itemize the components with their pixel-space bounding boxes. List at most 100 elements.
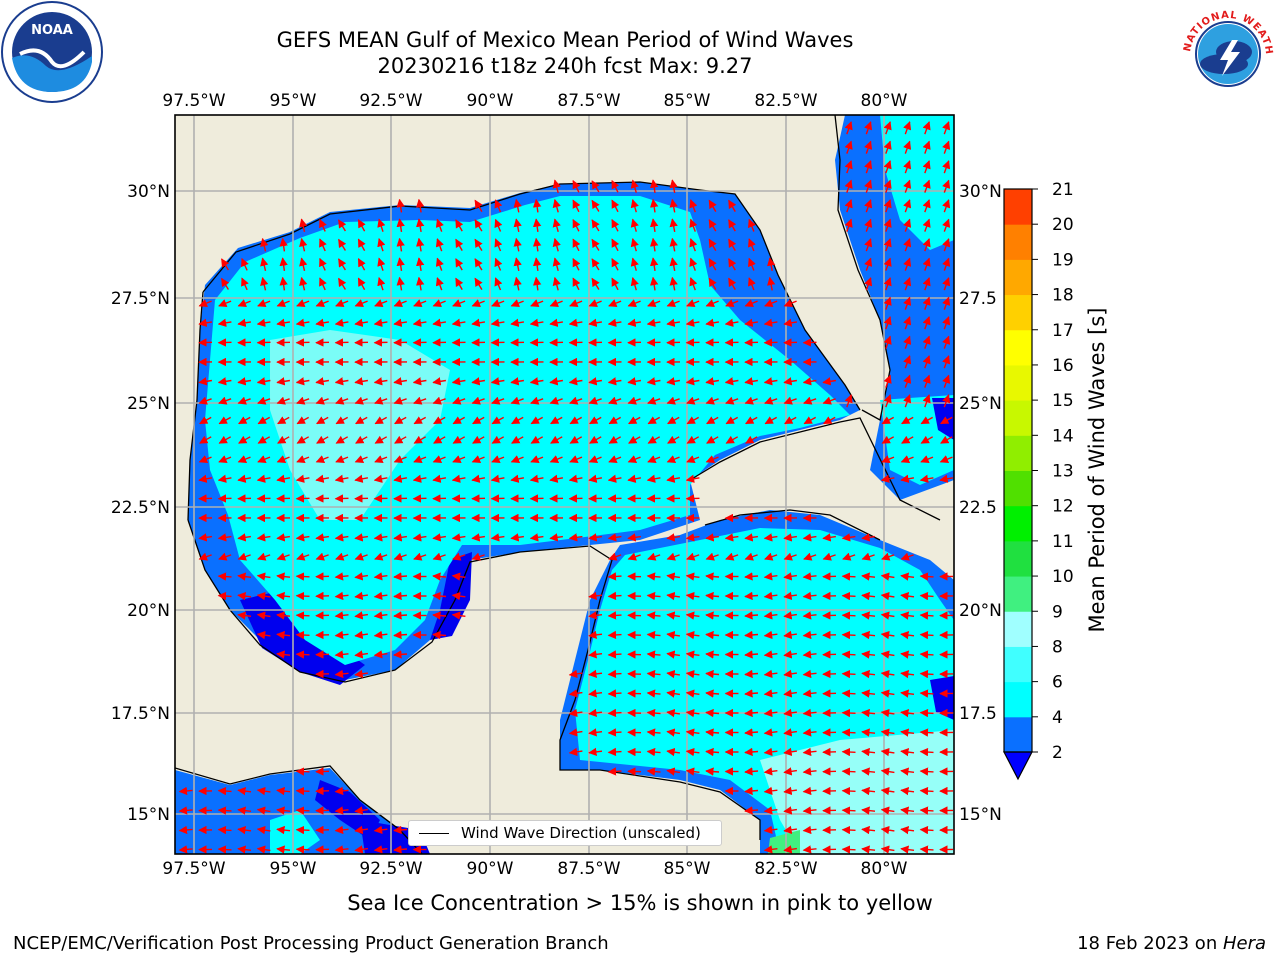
wave-direction-arrow	[552, 276, 561, 291]
wave-direction-arrow	[646, 650, 661, 659]
wave-direction-arrow	[666, 455, 680, 463]
wave-direction-arrow	[393, 455, 407, 463]
lon-tick-bottom: 97.5°W	[162, 859, 225, 879]
wave-direction-arrow	[532, 237, 542, 252]
wave-direction-arrow	[728, 219, 737, 232]
wave-direction-arrow	[783, 825, 797, 835]
wave-direction-arrow	[607, 474, 622, 483]
wave-direction-arrow	[412, 533, 427, 542]
wave-direction-arrow	[549, 318, 564, 327]
wave-direction-arrow	[942, 218, 951, 232]
wave-direction-arrow	[217, 377, 232, 386]
wave-direction-arrow	[198, 299, 212, 308]
wave-direction-arrow	[880, 669, 895, 679]
wave-direction-arrow	[491, 299, 505, 308]
wave-direction-arrow	[413, 435, 427, 444]
wave-direction-arrow	[608, 455, 622, 463]
wave-direction-arrow	[763, 377, 778, 386]
wave-direction-arrow	[276, 806, 291, 815]
wave-direction-arrow	[685, 318, 700, 327]
wave-direction-arrow	[802, 747, 817, 757]
colorbar-band	[1004, 611, 1032, 647]
wave-direction-arrow	[237, 533, 251, 542]
wave-direction-arrow	[744, 591, 759, 601]
wave-direction-arrow	[532, 257, 542, 271]
lat-tick-right: 30°N	[959, 182, 1002, 202]
wave-direction-arrow	[919, 572, 934, 581]
wave-direction-arrow	[513, 198, 522, 213]
wave-direction-arrow	[841, 591, 856, 601]
wave-direction-arrow	[903, 335, 912, 349]
wave-direction-arrow	[452, 396, 466, 405]
colorbar-band	[1004, 576, 1032, 612]
wave-direction-arrow	[630, 179, 639, 193]
wave-direction-arrow	[841, 650, 856, 659]
wave-direction-arrow	[279, 276, 288, 291]
wave-direction-arrow	[630, 198, 639, 213]
wave-direction-arrow	[276, 825, 291, 835]
wave-direction-arrow	[705, 747, 720, 757]
wave-direction-arrow	[650, 218, 659, 233]
wave-direction-arrow	[607, 611, 622, 620]
wave-direction-arrow	[880, 572, 895, 581]
wave-direction-arrow	[630, 237, 639, 252]
wave-direction-arrow	[802, 728, 817, 737]
wave-direction-arrow	[650, 198, 659, 213]
wave-direction-arrow	[744, 552, 758, 561]
wave-direction-arrow	[494, 257, 503, 271]
wave-direction-arrow	[864, 199, 873, 213]
wave-direction-arrow	[607, 669, 622, 679]
wave-direction-arrow	[377, 218, 386, 232]
wind-wave-direction-arrows	[178, 121, 954, 854]
wave-direction-arrow	[494, 277, 503, 291]
wave-direction-arrow	[237, 455, 251, 463]
wave-direction-arrow	[763, 786, 778, 796]
wave-direction-arrow	[764, 552, 778, 561]
wave-direction-arrow	[178, 806, 193, 815]
wave-direction-arrow	[319, 218, 327, 232]
wave-direction-arrow	[549, 533, 563, 542]
wave-direction-arrow	[413, 552, 427, 561]
wave-direction-arrow	[490, 533, 505, 542]
wave-direction-arrow	[354, 669, 368, 679]
wave-direction-arrow	[568, 708, 583, 718]
wave-direction-arrow	[724, 533, 739, 542]
wave-direction-arrow	[922, 199, 931, 213]
wave-direction-arrow	[276, 650, 291, 659]
wave-direction-arrow	[686, 435, 700, 444]
wave-direction-arrow	[900, 747, 915, 757]
wave-direction-arrow	[864, 257, 873, 271]
wave-direction-arrow	[276, 630, 291, 640]
wave-direction-arrow	[588, 747, 603, 757]
wave-direction-arrow	[494, 218, 503, 232]
wave-direction-arrow	[277, 416, 290, 425]
wave-direction-arrow	[432, 552, 446, 561]
colorbar-tick-label: 9	[1052, 602, 1063, 622]
wave-direction-arrow	[900, 591, 915, 601]
wave-direction-arrow	[705, 377, 720, 386]
lon-tick-top: 87.5°W	[557, 91, 620, 111]
wave-direction-arrow	[666, 318, 681, 327]
wave-direction-arrow	[572, 277, 581, 291]
wave-direction-arrow	[880, 786, 895, 796]
wave-direction-arrow	[685, 728, 700, 737]
wave-direction-arrow	[198, 533, 212, 542]
wave-direction-arrow	[803, 552, 817, 561]
lon-tick-top: 90°W	[467, 91, 514, 111]
lon-tick-top: 97.5°W	[162, 91, 225, 111]
colorbar-band	[1004, 189, 1032, 225]
wave-direction-arrow	[841, 786, 856, 796]
wave-direction-arrow	[646, 689, 661, 698]
wave-direction-arrow	[217, 318, 232, 327]
wave-direction-arrow	[295, 786, 310, 796]
wave-direction-arrow	[572, 199, 581, 213]
wave-direction-arrow	[569, 299, 583, 308]
wave-direction-arrow	[276, 591, 291, 601]
wave-direction-arrow	[199, 435, 212, 444]
wave-direction-arrow	[256, 845, 271, 854]
wave-direction-arrow	[276, 318, 291, 327]
wave-direction-arrow	[881, 455, 895, 463]
wave-direction-arrow	[802, 786, 817, 796]
wave-direction-arrow	[802, 825, 817, 835]
wave-direction-arrow	[783, 708, 797, 718]
